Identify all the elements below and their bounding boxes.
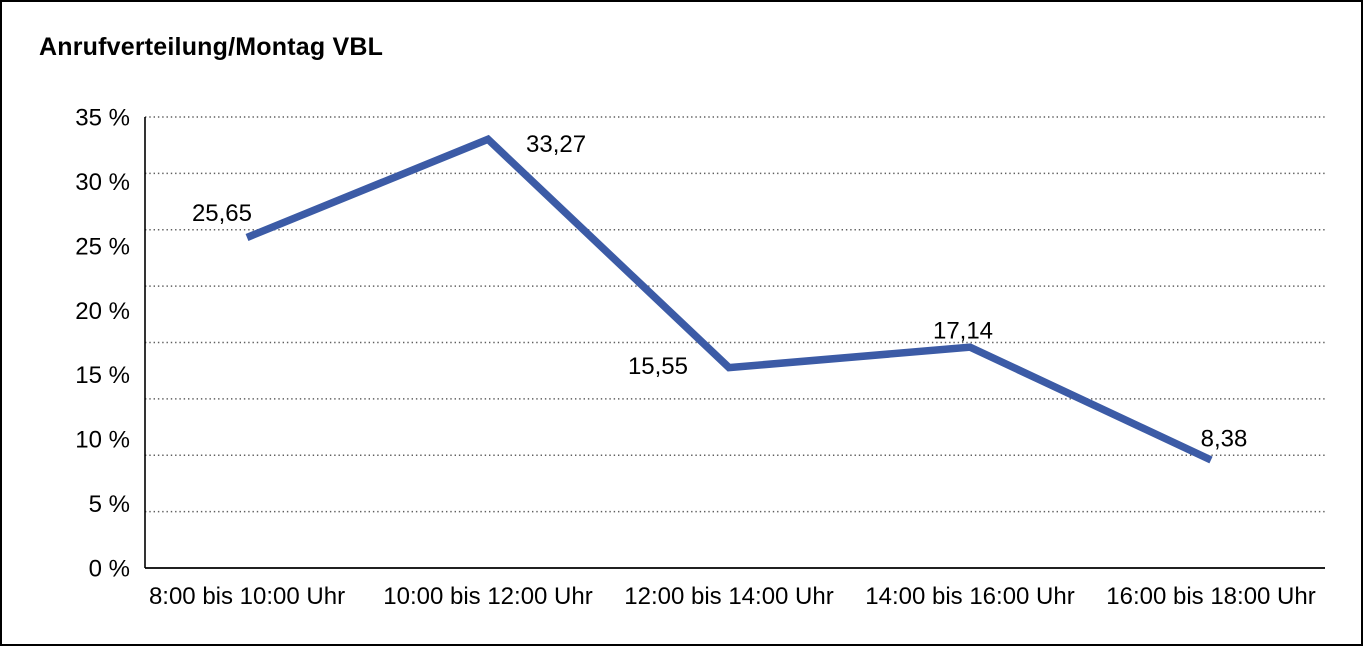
y-tick-label: 20 %: [75, 298, 130, 325]
x-category-label: 16:00 bis 18:00 Uhr: [1106, 583, 1315, 610]
data-point-label: 8,38: [1201, 426, 1248, 453]
y-tick-label: 15 %: [75, 362, 130, 389]
y-tick-label: 5 %: [89, 491, 130, 518]
chart-title: Anrufverteilung/Montag VBL: [39, 33, 384, 61]
y-tick-label: 0 %: [89, 556, 130, 583]
x-category-label: 8:00 bis 10:00 Uhr: [149, 583, 345, 610]
data-point-label: 17,14: [933, 318, 993, 345]
data-point-label: 33,27: [526, 131, 586, 158]
y-tick-label: 10 %: [75, 427, 130, 454]
data-point-label: 25,65: [192, 200, 252, 227]
x-category-label: 12:00 bis 14:00 Uhr: [624, 583, 833, 610]
y-tick-label: 35 %: [75, 105, 130, 132]
data-point-label: 15,55: [628, 353, 688, 380]
y-tick-label: 30 %: [75, 169, 130, 196]
x-category-label: 10:00 bis 12:00 Uhr: [383, 583, 592, 610]
data-line: [245, 134, 1213, 464]
x-category-label: 14:00 bis 16:00 Uhr: [865, 583, 1074, 610]
y-tick-label: 25 %: [75, 233, 130, 260]
